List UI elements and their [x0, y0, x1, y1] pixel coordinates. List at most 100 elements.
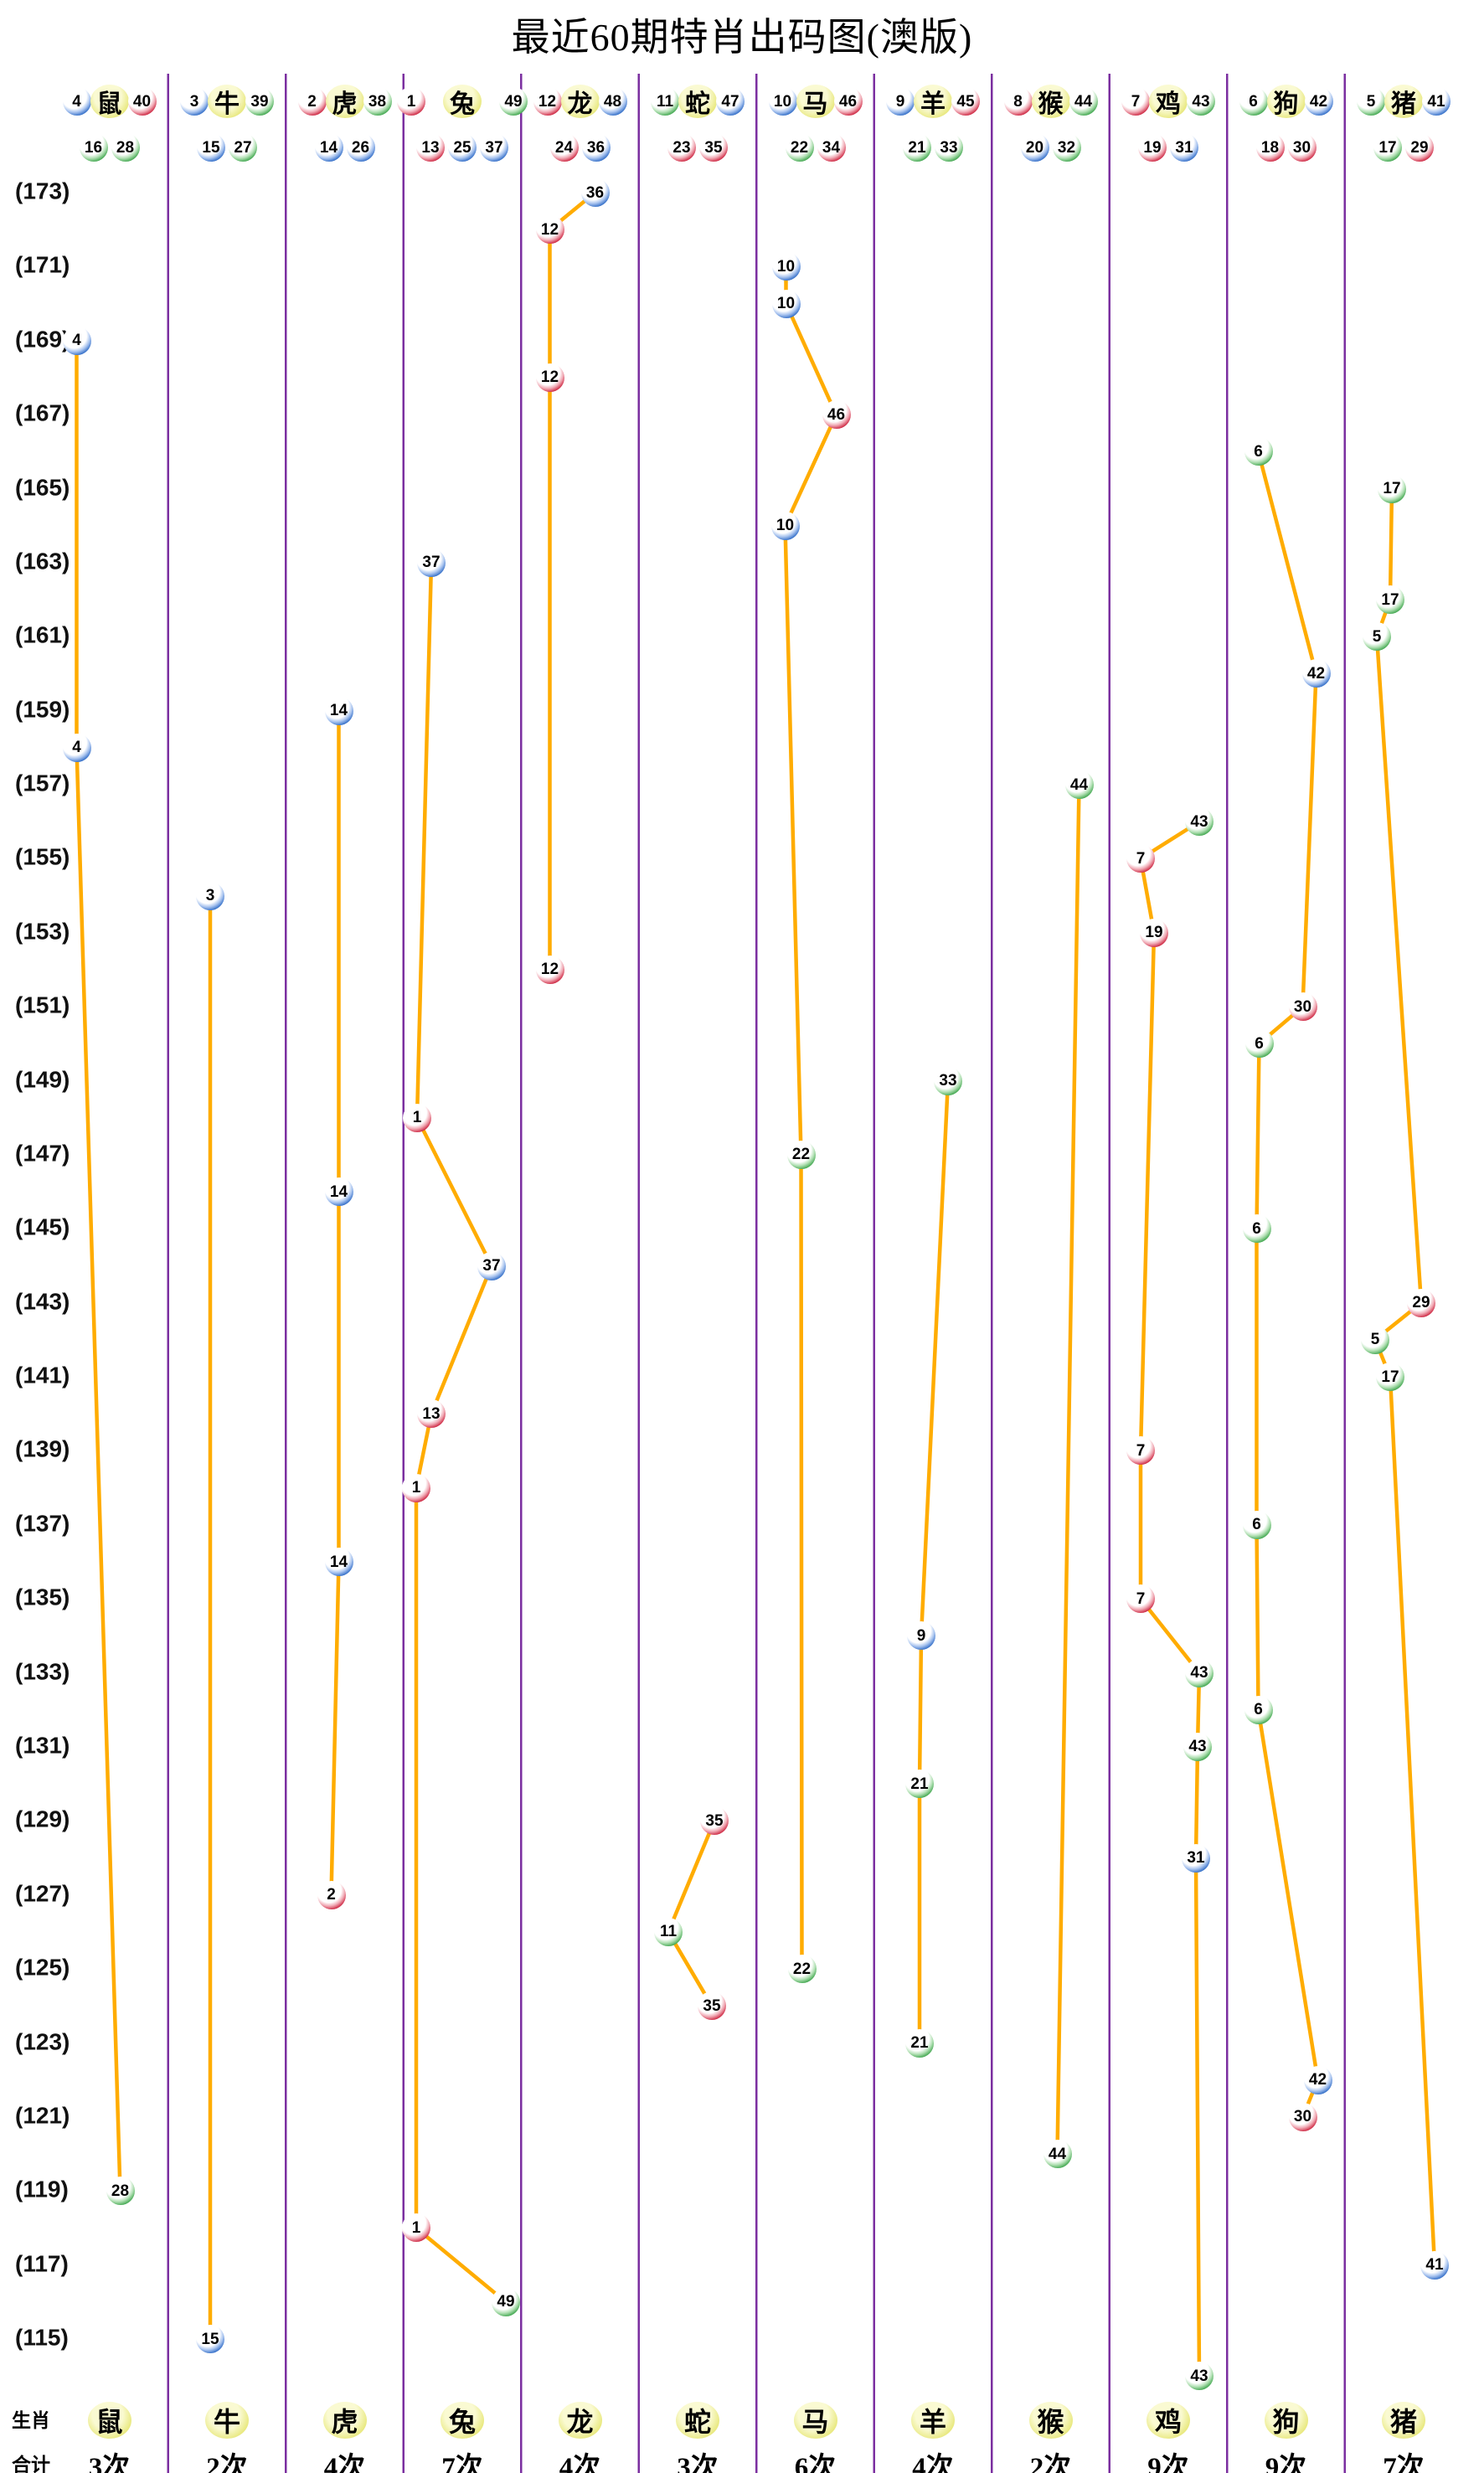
y-axis-label: (171)	[15, 252, 70, 279]
data-ball: 44	[1064, 770, 1094, 800]
column-count: 6次	[794, 2453, 837, 2473]
header-ball: 38	[363, 87, 392, 116]
data-ball: 5	[1361, 1325, 1389, 1354]
y-axis-label: (147)	[15, 1140, 70, 1167]
row-label-total: 合计	[12, 2454, 50, 2473]
y-axis-label: (155)	[15, 844, 70, 871]
data-ball: 14	[324, 1177, 353, 1207]
y-axis-label: (173)	[15, 178, 70, 204]
y-axis-label: (159)	[15, 696, 70, 723]
header-ball: 41	[1422, 87, 1451, 116]
page-title: 最近60期特肖出码图(澳版)	[511, 16, 973, 59]
header-ball: 2	[297, 87, 327, 116]
data-ball: 6	[1244, 437, 1273, 466]
column-count: 4次	[559, 2453, 601, 2473]
data-ball: 7	[1126, 844, 1155, 873]
data-ball: 49	[492, 2287, 520, 2316]
column-count: 2次	[1029, 2453, 1072, 2473]
header-ball: 14	[314, 133, 343, 162]
header-ball: 26	[346, 133, 375, 162]
y-axis-label: (129)	[15, 1806, 70, 1833]
y-axis-label: (143)	[15, 1288, 70, 1315]
data-ball: 3	[196, 881, 224, 910]
data-ball: 28	[106, 2177, 135, 2206]
y-axis-label: (153)	[15, 918, 70, 945]
data-ball: 21	[905, 2028, 934, 2058]
header-ball: 25	[448, 133, 477, 162]
trend-line	[75, 338, 122, 2193]
header-zodiac-badge: 鸡	[1149, 85, 1188, 118]
y-axis-label: (161)	[15, 621, 70, 648]
y-axis-label: (139)	[15, 1436, 70, 1463]
header-ball: 6	[1239, 87, 1268, 116]
header-ball: 31	[1170, 133, 1198, 162]
y-axis-label: (169)	[15, 326, 70, 353]
trend-line	[666, 1819, 717, 2008]
data-ball: 35	[700, 1806, 729, 1836]
header-ball: 5	[1357, 87, 1385, 116]
column-count: 3次	[88, 2453, 131, 2473]
y-axis-label: (167)	[15, 399, 70, 426]
column-count: 7次	[1383, 2453, 1425, 2473]
footer-zodiac-badge: 兔	[441, 2402, 484, 2439]
header-ball: 46	[833, 87, 863, 116]
data-ball: 30	[1288, 992, 1317, 1022]
y-axis-label: (131)	[15, 1732, 70, 1759]
footer-zodiac-badge: 羊	[911, 2402, 955, 2439]
header-ball: 13	[416, 133, 445, 162]
header-zodiac-badge: 蛇	[678, 85, 717, 118]
data-ball: 35	[698, 1991, 726, 2021]
trend-line	[917, 1079, 951, 2045]
y-axis-label: (165)	[15, 474, 70, 501]
trend-line	[414, 560, 508, 2305]
data-ball: 43	[1185, 1658, 1213, 1687]
footer-zodiac-badge: 龙	[558, 2402, 602, 2439]
data-ball: 7	[1126, 1436, 1155, 1466]
data-ball: 6	[1242, 1510, 1271, 1539]
header-ball: 47	[716, 87, 745, 116]
header-ball: 32	[1052, 133, 1081, 162]
data-ball: 42	[1303, 2065, 1332, 2094]
data-ball: 12	[535, 955, 564, 984]
header-ball: 11	[651, 87, 679, 116]
header-ball: 19	[1138, 133, 1167, 162]
data-ball: 11	[654, 1917, 683, 1946]
data-ball: 17	[1376, 1363, 1404, 1392]
column-count: 3次	[677, 2453, 719, 2473]
header-zodiac-badge: 兔	[443, 85, 482, 118]
header-ball: 12	[533, 87, 562, 116]
header-zodiac-badge: 猴	[1031, 85, 1070, 118]
header-ball: 24	[549, 133, 579, 162]
data-ball: 37	[417, 548, 446, 577]
data-ball: 4	[62, 326, 91, 355]
header-ball: 42	[1304, 87, 1333, 116]
data-ball: 43	[1185, 2362, 1213, 2391]
y-axis-label: (135)	[15, 1584, 70, 1610]
y-axis-label: (137)	[15, 1510, 70, 1537]
data-ball: 17	[1378, 474, 1406, 503]
y-axis-label: (127)	[15, 1880, 70, 1907]
header-ball: 44	[1069, 87, 1098, 116]
y-axis-label: (123)	[15, 2028, 70, 2055]
footer-zodiac-badge: 蛇	[676, 2402, 719, 2439]
header-ball: 39	[245, 87, 274, 116]
data-ball: 19	[1140, 918, 1168, 947]
header-ball: 35	[699, 133, 728, 162]
data-ball: 14	[324, 1548, 353, 1577]
header-ball: 4	[62, 87, 91, 116]
header-zodiac-badge: 猪	[1384, 85, 1423, 118]
footer-zodiac-badge: 狗	[1264, 2402, 1308, 2439]
data-ball: 12	[535, 215, 564, 245]
data-ball: 15	[196, 2325, 224, 2354]
data-ball: 10	[771, 289, 801, 318]
data-ball: 44	[1043, 2140, 1072, 2169]
data-ball: 21	[905, 1770, 934, 1799]
header-ball: 48	[598, 87, 627, 116]
header-ball: 7	[1121, 87, 1150, 116]
trend-line	[1055, 782, 1081, 2156]
column-count: 4次	[912, 2453, 954, 2473]
header-ball: 10	[768, 87, 797, 116]
column-count: 9次	[1147, 2453, 1189, 2473]
data-ball: 33	[934, 1066, 962, 1095]
data-ball: 30	[1288, 2102, 1317, 2131]
